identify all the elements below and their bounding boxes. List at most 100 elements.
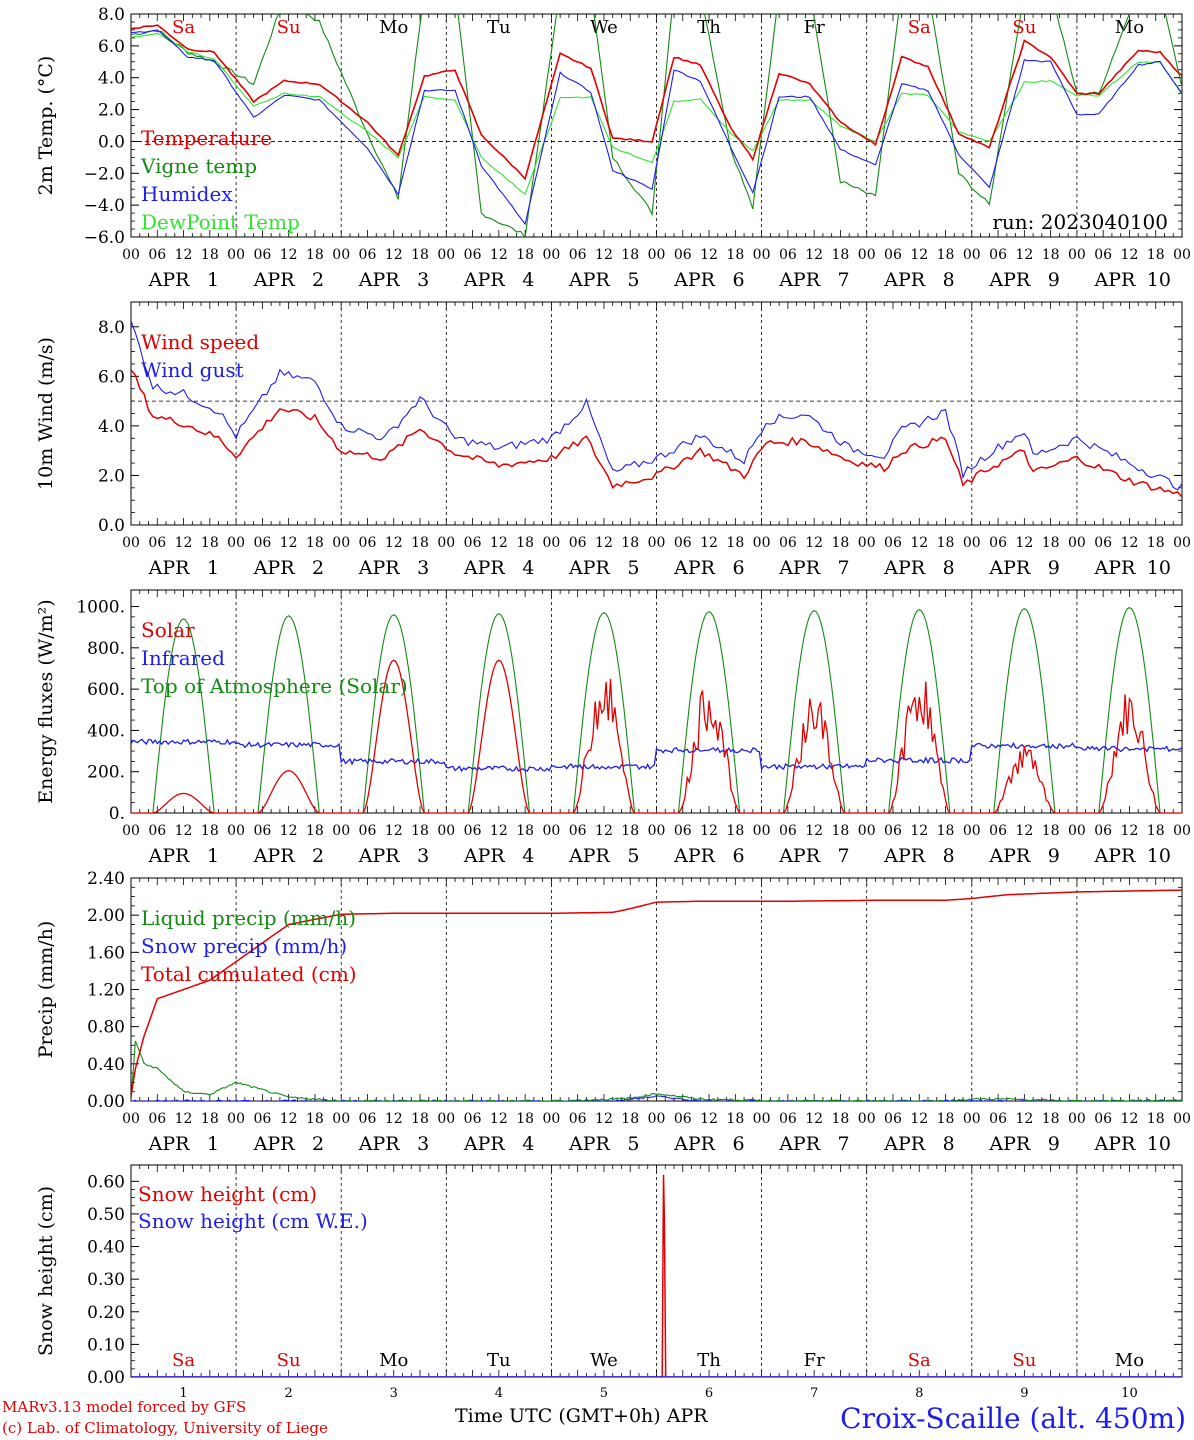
hour-tick-label: 12: [805, 823, 823, 839]
month-label: APR: [568, 1133, 611, 1155]
month-label: APR: [673, 1133, 716, 1155]
month-label: APR: [463, 557, 506, 579]
day-name-label: Tu: [487, 1350, 511, 1371]
hour-tick-label: 00: [542, 535, 560, 551]
day-name-label: Sa: [908, 17, 931, 38]
day-name-label: Sa: [172, 17, 195, 38]
y-tick-label: 0.40: [87, 1055, 125, 1075]
month-label: APR: [988, 845, 1031, 867]
day-number-label: 5: [627, 269, 639, 291]
day-number-label: 7: [838, 1133, 850, 1155]
hour-tick-label: 18: [201, 535, 219, 551]
hour-tick-label: 18: [937, 823, 955, 839]
y-tick-label: 4.0: [98, 417, 125, 437]
hour-tick-label: 18: [937, 247, 955, 263]
hour-tick-label: 18: [306, 823, 324, 839]
hour-tick-label: 12: [1015, 535, 1033, 551]
legend-entry: Snow height (cm): [138, 1182, 317, 1206]
y-tick-label: −4.0: [84, 196, 125, 216]
day-name-label: Mo: [1115, 1350, 1144, 1371]
y-tick-label: 2.0: [98, 466, 125, 486]
run-annotation: run: 2023040100: [992, 210, 1168, 234]
hour-tick-label: 18: [621, 535, 639, 551]
hour-tick-label: 12: [1121, 535, 1139, 551]
hour-tick-label: 06: [674, 823, 692, 839]
hour-tick-label: 06: [359, 535, 377, 551]
hour-tick-label: 18: [832, 247, 850, 263]
y-tick-label: 0.0: [98, 516, 125, 536]
day-number-label: 7: [810, 1386, 818, 1400]
series-line: [131, 659, 1182, 813]
day-number-label: 7: [838, 557, 850, 579]
day-number-label: 9: [1048, 557, 1060, 579]
hour-tick-label: 00: [1068, 823, 1086, 839]
hour-tick-label: 12: [1121, 823, 1139, 839]
panel-1: 8.0 6.0 4.0 2.0 0.0 −2.0 −4.0 −6.0 2m Temp. (°C)…: [35, 5, 1191, 291]
hour-tick-label: 00: [1068, 535, 1086, 551]
day-name-label: We: [590, 1350, 618, 1371]
day-name-label: Fr: [804, 1350, 825, 1371]
day-number-label: 3: [417, 557, 429, 579]
hour-tick-label: 12: [805, 1111, 823, 1127]
hour-tick-label: 00: [122, 1111, 140, 1127]
y-tick-label: 6.0: [98, 367, 125, 387]
month-label: APR: [883, 557, 926, 579]
month-label: APR: [253, 557, 296, 579]
panel-3: 1000. 800. 600. 400. 200. 0. Energy fluxes (W/…: [35, 589, 1191, 867]
y-tick-label: −6.0: [84, 228, 125, 248]
hour-tick-label: 00: [122, 535, 140, 551]
hour-tick-label: 12: [700, 535, 718, 551]
hour-tick-label: 06: [779, 247, 797, 263]
hour-tick-label: 18: [306, 535, 324, 551]
hour-tick-label: 06: [148, 247, 166, 263]
y-tick-label: 400.: [87, 721, 125, 741]
hour-tick-label: 00: [437, 1111, 455, 1127]
month-label: APR: [358, 557, 401, 579]
y-tick-label: 1.20: [87, 981, 125, 1001]
month-label: APR: [358, 845, 401, 867]
month-label: APR: [358, 1133, 401, 1155]
day-number-label: 4: [522, 845, 534, 867]
hour-tick-label: 00: [963, 1111, 981, 1127]
y-tick-label: 1.60: [87, 943, 125, 963]
day-name-label: Tu: [487, 17, 511, 38]
y-tick-label: 4.0: [98, 69, 125, 89]
hour-tick-label: 06: [359, 823, 377, 839]
hour-tick-label: 12: [175, 823, 193, 839]
hour-tick-label: 18: [306, 247, 324, 263]
hour-tick-label: 06: [989, 1111, 1007, 1127]
series-line: [131, 320, 1182, 491]
legend-entry: Wind gust: [141, 358, 244, 382]
hour-tick-label: 06: [1094, 247, 1112, 263]
hour-tick-label: 00: [1173, 247, 1191, 263]
month-label: APR: [1093, 557, 1136, 579]
day-number-label: 6: [705, 1386, 713, 1400]
month-label: APR: [673, 557, 716, 579]
day-number-label: 6: [732, 269, 744, 291]
meteogram-svg: 8.0 6.0 4.0 2.0 0.0 −2.0 −4.0 −6.0 2m Temp. (°C)…: [35, 5, 1191, 1401]
day-name-label: Su: [1012, 1350, 1036, 1371]
hour-tick-label: 18: [832, 535, 850, 551]
series-line: [131, 606, 1182, 813]
day-number-label: 1: [207, 557, 219, 579]
y-axis-label: 2m Temp. (°C): [35, 56, 57, 196]
day-number-label: 3: [417, 269, 429, 291]
series-line: [131, 29, 1182, 226]
hour-tick-label: 06: [674, 1111, 692, 1127]
hour-tick-label: 12: [280, 535, 298, 551]
month-label: APR: [778, 845, 821, 867]
day-name-label: Mo: [379, 1350, 408, 1371]
month-label: APR: [778, 557, 821, 579]
day-number-label: 9: [1048, 845, 1060, 867]
hour-tick-label: 06: [674, 535, 692, 551]
hour-tick-label: 06: [148, 823, 166, 839]
day-number-label: 7: [838, 845, 850, 867]
y-tick-label: −2.0: [84, 164, 125, 184]
hour-tick-label: 06: [884, 1111, 902, 1127]
day-number-label: 7: [838, 269, 850, 291]
day-number-label: 6: [732, 1133, 744, 1155]
day-number-label: 2: [312, 269, 324, 291]
hour-tick-label: 00: [332, 1111, 350, 1127]
series-line: [131, 14, 1182, 237]
